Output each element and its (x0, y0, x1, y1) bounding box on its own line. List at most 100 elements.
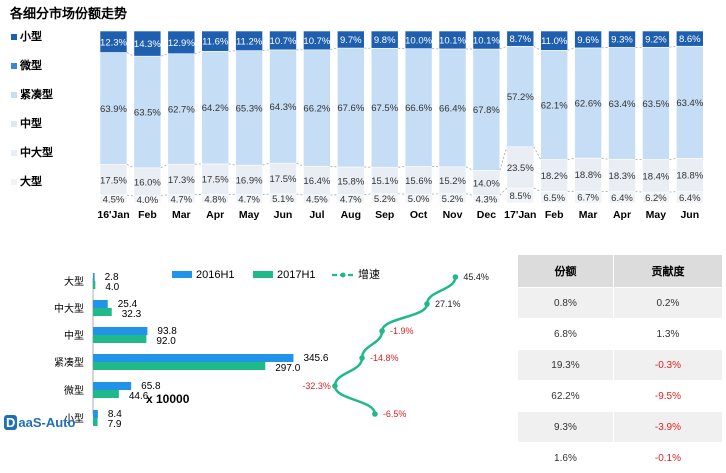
share-cell: 6.8% (518, 319, 614, 350)
segment-label: 63.4% (609, 99, 636, 110)
x-tick-label: Feb (545, 209, 564, 221)
segment-label: 65.3% (236, 103, 263, 114)
connector-line (398, 167, 405, 168)
connector-line (568, 158, 575, 159)
segment-label: 11.0% (541, 36, 568, 47)
segment-label: 15.6% (405, 176, 432, 187)
legend-label: 紧凑型 (20, 87, 53, 101)
table-row: 1.6%-0.1% (518, 443, 723, 473)
connector-line (297, 194, 304, 195)
segment-label: 6.7% (577, 193, 599, 204)
x-tick-label: Jun (680, 209, 699, 221)
segment-label: 67.6% (337, 103, 364, 114)
bar-2016h1 (93, 273, 95, 281)
segment-label: 15.1% (371, 176, 398, 187)
segment-label: 15.2% (439, 176, 466, 187)
connector-line (297, 163, 304, 166)
legend-label: 小型 (19, 29, 42, 43)
table-row: 19.3%-0.3% (518, 350, 723, 381)
x-tick-label: 16'Jan (97, 209, 129, 221)
segment-label: 9.6% (577, 35, 599, 46)
segment-label: 16.4% (303, 176, 330, 187)
connector-line (500, 147, 507, 171)
x-tick-label: May (646, 209, 667, 221)
segment-label: 4.7% (340, 194, 362, 205)
legend-swatch-2017h1 (253, 271, 273, 278)
segment-label: 64.2% (202, 103, 229, 114)
segment-label: 18.4% (642, 171, 669, 182)
bar-category-label: 紧凑型 (54, 356, 84, 369)
segment-label: 10.0% (405, 35, 432, 46)
segment-label: 16.0% (134, 177, 161, 188)
segment-label: 4.7% (238, 194, 260, 205)
contribution-cell: -0.3% (613, 350, 722, 381)
connector-line (330, 48, 337, 50)
bar-2016h1 (93, 300, 108, 308)
bar-2016h1 (93, 410, 98, 418)
bar-2017h1 (93, 281, 95, 289)
segment-label: 6.5% (543, 193, 565, 204)
x-tick-label: Apr (613, 209, 631, 221)
connector-line (669, 158, 676, 159)
segment-label: 66.2% (303, 104, 330, 115)
bar-2016h1 (93, 327, 147, 335)
segment-label: 18.3% (609, 171, 636, 182)
segment-label: 4.5% (103, 195, 125, 206)
growth-value-label: 45.4% (463, 272, 489, 282)
table-row: 62.2%-9.5% (518, 381, 723, 412)
table-row: 0.8%0.2% (518, 288, 723, 319)
connector-line (263, 163, 270, 165)
unit-label: x 10000 (146, 392, 189, 406)
segment-label: 9.3% (611, 35, 633, 46)
segment-label: 64.3% (270, 102, 297, 113)
legend-label: 中大型 (20, 145, 53, 159)
segment-label: 9.7% (340, 35, 362, 46)
segment-label: 8.6% (679, 34, 701, 45)
segment-label: 11.2% (236, 36, 263, 47)
bar-2016h1 (93, 382, 131, 390)
connector-line (161, 54, 168, 56)
x-tick-label: Mar (172, 209, 191, 221)
segment-label: 12.3% (100, 37, 127, 48)
growth-value-label: -14.8% (370, 353, 399, 363)
segment-label: 63.5% (134, 107, 161, 118)
segment-label: 15.8% (337, 176, 364, 187)
legend-swatch (11, 34, 17, 40)
segment-label: 14.0% (473, 178, 500, 189)
connector-line (602, 158, 609, 159)
segment-label: 17.5% (100, 175, 127, 186)
bar-2017h1 (93, 418, 98, 426)
bar-value-2017h1: 297.0 (275, 363, 300, 374)
segment-label: 11.6% (202, 37, 229, 48)
share-cell: 62.2% (518, 381, 614, 412)
x-tick-label: Mar (579, 209, 598, 221)
connector-line (229, 51, 236, 52)
growth-value-label: 27.1% (435, 299, 461, 309)
segment-label: 9.8% (374, 35, 396, 46)
segment-label: 10.7% (303, 36, 330, 47)
legend-dot-growth (341, 273, 346, 278)
x-tick-label: Jul (309, 209, 324, 221)
legend-swatch (11, 92, 17, 98)
segment-label: 6.2% (645, 193, 667, 204)
segment-label: 14.3% (134, 39, 161, 50)
legend-label: 中型 (20, 116, 42, 130)
connector-line (229, 164, 236, 165)
growth-value-label: -32.3% (302, 381, 331, 391)
connector-line (466, 167, 473, 170)
segment-label: 18.8% (676, 171, 703, 182)
segment-label: 5.2% (442, 194, 464, 205)
legend-label: 微型 (19, 58, 42, 72)
share-cell: 1.6% (518, 443, 614, 473)
bar-2017h1 (93, 308, 112, 316)
legend-label-growth: 增速 (358, 267, 380, 281)
x-tick-label: Aug (341, 209, 361, 221)
x-tick-label: Jun (274, 209, 293, 221)
segment-label: 67.5% (371, 103, 398, 114)
bar-value-2016h1: 345.6 (303, 353, 328, 364)
segment-label: 62.6% (575, 99, 602, 110)
segment-label: 5.2% (374, 194, 396, 205)
